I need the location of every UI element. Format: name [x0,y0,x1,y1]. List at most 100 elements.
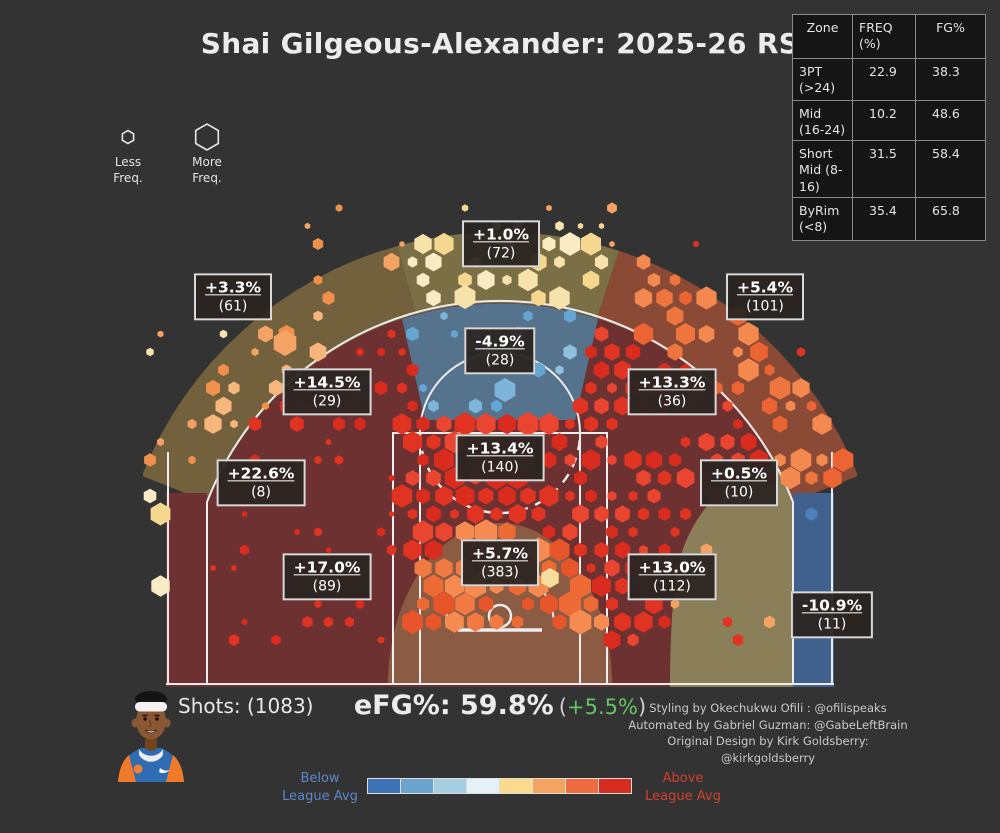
shot-hexbin [157,437,164,447]
shot-hexbin [680,507,691,521]
shot-hexbin [615,505,630,523]
shot-hexbin [540,593,558,615]
shot-hexbin [639,545,648,555]
shot-hexbin [593,361,610,379]
shot-hexbin [467,612,484,632]
zone-label-paint-free-throw: +13.4% (140) [455,434,545,482]
zone-rel-efg: +13.3% [638,373,706,392]
shot-hexbin [309,342,327,362]
shot-hexbin [542,236,556,252]
shot-hexbin [402,430,423,454]
table-cell-zone: Short Mid (8-16) [793,141,853,198]
shot-hexbin [406,363,419,377]
shot-hexbin [206,379,220,397]
shot-hexbin [412,520,434,544]
shot-hexbin [574,542,587,558]
zone-label-right-baseline-deep-mid: +0.5% (10) [700,459,778,507]
shot-hexbin [425,613,442,631]
shot-hexbin [271,634,281,646]
zone-rel-efg: +0.5% [711,464,767,483]
shot-hexbin [455,521,475,543]
shot-hexbin [669,274,681,286]
zone-label-left-elbow-mid: +14.5% (29) [282,368,372,416]
shot-hexbin [549,538,570,562]
efg-summary: eFG%: 59.8% (+5.5%) [330,690,670,721]
zone-attempts: (36) [657,393,687,410]
shot-hexbin [434,232,454,256]
shot-hexbin [732,633,744,647]
shot-hexbin [539,412,559,436]
shot-hexbin [231,564,237,572]
shot-hexbin [444,574,465,598]
shot-hexbin [523,310,533,322]
zone-rel-efg: -10.9% [801,596,863,615]
shot-hexbin [805,471,818,485]
shot-hexbin [398,348,406,356]
shot-hexbin [313,275,323,285]
three-point-line [206,299,794,684]
shot-hexbin [572,504,589,524]
shot-hexbin [273,330,297,356]
shot-hexbin [461,204,469,212]
shot-hexbin [228,634,240,646]
shot-hexbin [478,487,494,505]
zone-label-top-key-mid: -4.9% (28) [464,327,536,375]
above-league-avg-label: Above League Avg [645,771,721,804]
shot-hexbin [780,466,801,490]
shot-hexbin [218,363,229,377]
zone-rel-efg: +13.4% [466,439,534,458]
more-freq-hex-icon [194,123,220,151]
table-cell-freq: 22.9 [853,59,916,101]
shot-hexbin [417,453,429,467]
table-cell-fg: 48.6 [916,101,986,141]
shot-hexbin [606,525,618,539]
shot-hexbin [414,233,432,255]
shot-hexbin [502,274,512,286]
shot-hexbin [268,379,284,397]
shot-hexbin [355,599,365,609]
shot-hexbin [248,416,262,432]
zone-label-right-wing-3pt: +5.4% (101) [726,273,804,321]
shot-hexbin [585,381,597,395]
shot-hexbin [565,418,575,430]
shot-hexbin [376,527,386,537]
zone-attempts: (28) [485,352,515,369]
shot-hexbin [498,485,516,507]
shot-hexbin [738,322,759,346]
table-header-freq: FREQ (%) [853,15,916,59]
shot-hexbin [676,467,695,489]
shot-hexbin [491,399,502,413]
shot-hexbin [498,522,516,542]
shot-hexbin [539,485,559,507]
shot-hexbin [594,326,609,342]
zone-right-wing-3pt-fill [597,250,857,502]
shot-hexbin [658,543,671,557]
shot-hexbin [604,343,620,361]
table-header-zone: Zone [793,15,853,59]
shot-hexbin [435,558,453,578]
shot-hexbin [333,417,345,431]
shot-hexbin [314,527,322,537]
shot-hexbin [606,417,618,431]
efg-delta-value: +5.5% [566,695,638,719]
shot-hexbin [657,470,672,486]
shot-hexbin [583,595,599,613]
zone-attempts: (101) [746,298,784,315]
shot-hexbin [424,539,443,561]
zone-label-left-wing-3pt: +3.3% (61) [194,273,272,321]
shot-hexbin [435,485,453,507]
shot-hexbin [407,400,418,412]
shot-hexbin [761,397,778,415]
shot-hexbin [559,232,581,256]
shot-hexbin [585,345,597,359]
shot-hexbin [633,322,654,346]
shot-hexbin [581,232,601,256]
shot-hexbin [634,288,653,308]
shot-hexbin [469,398,482,414]
shot-hexbin [426,289,441,307]
shot-hexbin [494,378,516,402]
zone-label-right-elbow-mid: +13.3% (36) [627,368,717,416]
shot-hexbin [151,575,170,597]
shot-hexbin [219,329,228,339]
shot-hexbin [679,290,692,306]
